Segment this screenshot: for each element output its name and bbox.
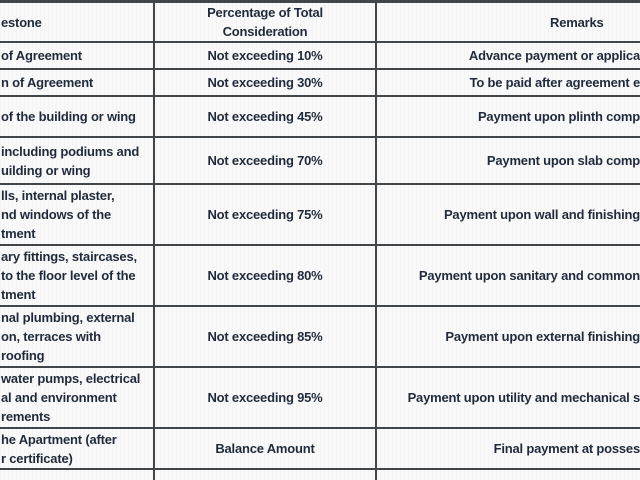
remarks-cell: Advance payment or applica: [377, 43, 640, 68]
milestone-line: r certificate): [1, 450, 73, 466]
milestone-cell: water pumps, electrical al and environme…: [0, 368, 155, 427]
percentage-cell: Balance Amount: [155, 429, 377, 468]
remarks-cell: Payment upon sanitary and common: [377, 246, 640, 305]
milestone-line: of Agreement: [1, 48, 82, 63]
remarks-header-cell: Remarks: [377, 3, 640, 41]
remark-text: Payment upon external finishing: [445, 329, 640, 344]
percentage-value: Not exceeding 85%: [207, 329, 323, 344]
milestone-header-label: estone: [1, 14, 42, 30]
remarks-cell: Payment upon plinth comp: [377, 97, 640, 136]
remark-text: Payment upon plinth comp: [477, 109, 640, 124]
remark-text: Advance payment or applica: [468, 48, 640, 63]
table-row: nal plumbing, external on, terraces with…: [0, 307, 640, 368]
table-row: n of Agreement Not exceeding 30% To be p…: [0, 70, 640, 97]
remark-text: To be paid after agreement e: [469, 75, 640, 90]
milestone-cell: of Agreement: [0, 43, 155, 68]
milestone-cell: n of Agreement: [0, 70, 155, 95]
milestone-line: al and environment: [1, 390, 117, 405]
milestone-line: including podiums and: [1, 143, 140, 159]
percentage-value: Not exceeding 10%: [207, 48, 323, 63]
milestone-cell: lls, internal plaster, nd windows of the…: [0, 185, 155, 244]
remarks-header-label: Remarks: [550, 14, 604, 30]
milestone-line: tment: [1, 287, 36, 302]
table-row: he Apartment (after r certificate) Balan…: [0, 429, 640, 470]
milestone-line: lls, internal plaster,: [1, 188, 115, 203]
milestone-cell: [0, 470, 155, 480]
table-top-border: [0, 0, 640, 3]
partial-cropped-row: [0, 470, 640, 480]
percentage-value: Not exceeding 75%: [207, 207, 323, 222]
milestone-line: of the building or wing: [1, 109, 136, 124]
milestone-line: ary fittings, staircases,: [1, 249, 137, 264]
percentage-cell: Not exceeding 30%: [155, 70, 377, 95]
milestone-line: to the floor level of the: [1, 268, 136, 283]
header-row: estone Percentage of Total Consideration…: [0, 3, 640, 43]
remarks-cell: To be paid after agreement e: [377, 70, 640, 95]
milestone-line: roofing: [1, 348, 45, 363]
milestone-line: he Apartment (after: [1, 431, 117, 447]
percentage-value: Not exceeding 30%: [207, 75, 323, 90]
remarks-cell: Payment upon utility and mechanical s: [377, 368, 640, 427]
percentage-value: Balance Amount: [215, 441, 315, 456]
milestone-cell: nal plumbing, external on, terraces with…: [0, 307, 155, 366]
remark-text: Final payment at posses: [493, 441, 640, 456]
milestone-cell: he Apartment (after r certificate): [0, 429, 155, 468]
remark-text: Payment upon sanitary and common: [418, 268, 640, 283]
percentage-header-line2: Consideration: [222, 24, 308, 39]
milestone-line: nal plumbing, external: [1, 310, 135, 325]
milestone-line: uilding or wing: [1, 162, 91, 178]
percentage-cell: Not exceeding 85%: [155, 307, 377, 366]
milestone-cell: ary fittings, staircases, to the floor l…: [0, 246, 155, 305]
remarks-cell: Payment upon external finishing: [377, 307, 640, 366]
milestone-line: nd windows of the: [1, 207, 111, 222]
percentage-cell: Not exceeding 80%: [155, 246, 377, 305]
table-row: water pumps, electrical al and environme…: [0, 368, 640, 429]
remarks-cell: [377, 470, 640, 480]
remark-text: Payment upon utility and mechanical s: [407, 390, 640, 405]
percentage-cell: [155, 470, 377, 480]
percentage-value: Not exceeding 80%: [207, 268, 323, 283]
percentage-header-cell: Percentage of Total Consideration: [155, 3, 377, 41]
table-row: of the building or wing Not exceeding 45…: [0, 97, 640, 138]
table-row: of Agreement Not exceeding 10% Advance p…: [0, 43, 640, 70]
milestone-line: rements: [1, 409, 51, 424]
remark-text: Payment upon slab comp: [486, 153, 640, 168]
percentage-cell: Not exceeding 10%: [155, 43, 377, 68]
remarks-cell: Payment upon slab comp: [377, 138, 640, 183]
milestone-line: on, terraces with: [1, 329, 101, 344]
percentage-cell: Not exceeding 75%: [155, 185, 377, 244]
percentage-cell: Not exceeding 45%: [155, 97, 377, 136]
table-row: ary fittings, staircases, to the floor l…: [0, 246, 640, 307]
percentage-value: Not exceeding 70%: [207, 153, 323, 168]
milestone-header-cell: estone: [0, 3, 155, 41]
percentage-value: Not exceeding 95%: [207, 390, 323, 405]
remarks-cell: Payment upon wall and finishing: [377, 185, 640, 244]
milestone-cell: of the building or wing: [0, 97, 155, 136]
milestone-line: n of Agreement: [1, 75, 94, 90]
milestone-line: tment: [1, 226, 36, 241]
percentage-cell: Not exceeding 70%: [155, 138, 377, 183]
table-row: lls, internal plaster, nd windows of the…: [0, 185, 640, 246]
percentage-value: Not exceeding 45%: [207, 109, 323, 124]
remarks-cell: Final payment at posses: [377, 429, 640, 468]
percentage-cell: Not exceeding 95%: [155, 368, 377, 427]
milestone-cell: including podiums and uilding or wing: [0, 138, 155, 183]
percentage-header-line1: Percentage of Total: [207, 5, 323, 20]
table-row: including podiums and uilding or wing No…: [0, 138, 640, 185]
milestone-line: water pumps, electrical: [1, 371, 141, 386]
remark-text: Payment upon wall and finishing: [443, 207, 640, 222]
